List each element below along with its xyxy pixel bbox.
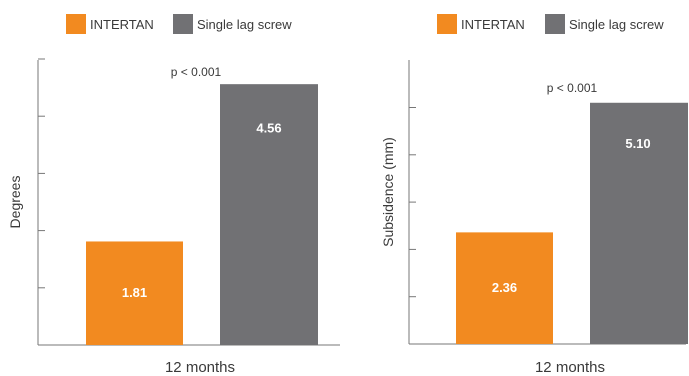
bar-single-lag-screw xyxy=(220,84,318,345)
bar-label-single-lag-screw: 4.56 xyxy=(256,121,281,136)
legend-swatch-single-lag-screw xyxy=(545,14,565,34)
y-axis-label: Subsidence (mm) xyxy=(380,137,396,247)
y-ticks xyxy=(409,107,416,345)
bar-label-intertan: 2.36 xyxy=(492,280,517,295)
x-tick-label: 12 months xyxy=(535,359,605,376)
bar-single-lag-screw xyxy=(590,102,688,345)
bar-intertan xyxy=(456,232,553,344)
bar-intertan xyxy=(86,241,183,345)
p-value-annotation: p < 0.001 xyxy=(171,65,222,79)
legend-swatch-intertan xyxy=(437,14,457,34)
chart-subsidence: INTERTAN Single lag screw 2.36 5.10 p < … xyxy=(380,14,688,376)
bar-label-single-lag-screw: 5.10 xyxy=(625,136,650,151)
y-axis-label: Degrees xyxy=(7,176,23,229)
legend-swatch-single-lag-screw xyxy=(173,14,193,34)
chart-degrees: INTERTAN Single lag screw 1.81 4.56 p < … xyxy=(7,14,340,376)
legend-label-single-lag-screw: Single lag screw xyxy=(569,17,664,32)
legend-label-intertan: INTERTAN xyxy=(90,17,154,32)
bar-label-intertan: 1.81 xyxy=(122,285,147,300)
legend-label-single-lag-screw: Single lag screw xyxy=(197,17,292,32)
p-value-annotation: p < 0.001 xyxy=(547,81,598,95)
x-tick-label: 12 months xyxy=(165,359,235,376)
y-ticks xyxy=(38,58,45,346)
legend-label-intertan: INTERTAN xyxy=(461,17,525,32)
legend-swatch-intertan xyxy=(66,14,86,34)
